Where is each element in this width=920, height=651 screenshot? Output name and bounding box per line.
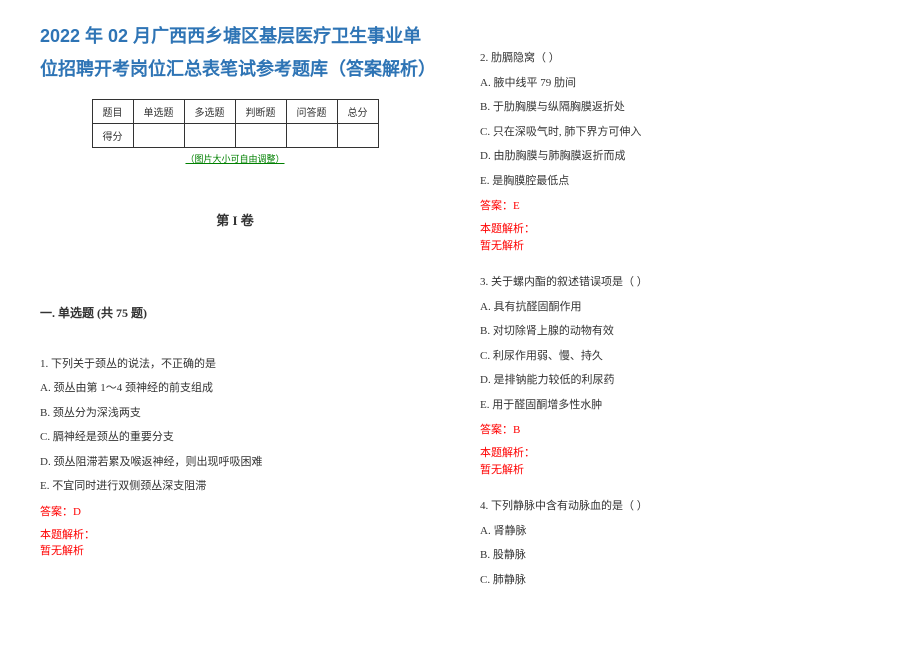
q3-opt-b: B. 对切除肾上腺的动物有效 <box>480 323 880 340</box>
q1-answer: 答案：D <box>40 503 430 519</box>
q3-opt-c: C. 利尿作用弱、慢、持久 <box>480 348 880 365</box>
th-multi: 多选题 <box>184 99 235 123</box>
score-table: 题目 单选题 多选题 判断题 问答题 总分 得分 <box>92 99 379 148</box>
th-single: 单选题 <box>133 99 184 123</box>
q3-opt-a: A. 具有抗醛固酮作用 <box>480 299 880 316</box>
q3-explain-label: 本题解析： <box>480 445 880 462</box>
q4-opt-c: C. 肺静脉 <box>480 572 880 589</box>
th-judge: 判断题 <box>235 99 286 123</box>
td-empty <box>286 123 337 147</box>
q3-explain-body: 暂无解析 <box>480 462 880 479</box>
q2-opt-e: E. 是胸膜腔最低点 <box>480 173 880 190</box>
q3-answer: 答案：B <box>480 421 880 437</box>
q2-opt-b: B. 于肋胸膜与纵隔胸膜返折处 <box>480 99 880 116</box>
q1-explain-body: 暂无解析 <box>40 543 430 560</box>
question-3: 3. 关于螺内酯的叙述错误项是（ ） A. 具有抗醛固酮作用 B. 对切除肾上腺… <box>480 274 880 478</box>
q3-opt-e: E. 用于醛固酮增多性水肿 <box>480 397 880 414</box>
left-column: 2022 年 02 月广西西乡塘区基层医疗卫生事业单位招聘开考岗位汇总表笔试参考… <box>0 0 460 651</box>
q2-explain-label: 本题解析： <box>480 221 880 238</box>
q1-explain-label: 本题解析： <box>40 527 430 544</box>
q2-opt-a: A. 腋中线平 79 肋间 <box>480 75 880 92</box>
td-empty <box>235 123 286 147</box>
th-item: 题目 <box>92 99 133 123</box>
th-qa: 问答题 <box>286 99 337 123</box>
q4-stem: 4. 下列静脉中含有动脉血的是（ ） <box>480 498 880 515</box>
q2-explain-body: 暂无解析 <box>480 238 880 255</box>
q2-opt-c: C. 只在深吸气时, 肺下界方可伸入 <box>480 124 880 141</box>
table-row: 得分 <box>92 123 378 147</box>
td-empty <box>337 123 378 147</box>
section-heading: 一. 单选题 (共 75 题) <box>40 304 430 321</box>
q1-opt-a: A. 颈丛由第 1～4 颈神经的前支组成 <box>40 380 430 397</box>
q1-opt-b: B. 颈丛分为深浅两支 <box>40 405 430 422</box>
question-2: 2. 肋膈隐窝（ ） A. 腋中线平 79 肋间 B. 于肋胸膜与纵隔胸膜返折处… <box>480 50 880 254</box>
q2-answer: 答案：E <box>480 197 880 213</box>
q1-opt-e: E. 不宜同时进行双侧颈丛深支阻滞 <box>40 478 430 495</box>
td-score-label: 得分 <box>92 123 133 147</box>
td-empty <box>133 123 184 147</box>
td-empty <box>184 123 235 147</box>
q1-opt-d: D. 颈丛阻滞若累及喉返神经，则出现呼吸困难 <box>40 454 430 471</box>
volume-heading: 第 I 卷 <box>40 210 430 229</box>
q4-opt-a: A. 肾静脉 <box>480 523 880 540</box>
doc-title: 2022 年 02 月广西西乡塘区基层医疗卫生事业单位招聘开考岗位汇总表笔试参考… <box>40 20 430 87</box>
table-row: 题目 单选题 多选题 判断题 问答题 总分 <box>92 99 378 123</box>
q1-opt-c: C. 膈神经是颈丛的重要分支 <box>40 429 430 446</box>
th-total: 总分 <box>337 99 378 123</box>
q4-opt-b: B. 股静脉 <box>480 547 880 564</box>
question-1: 1. 下列关于颈丛的说法，不正确的是 A. 颈丛由第 1～4 颈神经的前支组成 … <box>40 356 430 560</box>
q3-stem: 3. 关于螺内酯的叙述错误项是（ ） <box>480 274 880 291</box>
q3-opt-d: D. 是排钠能力较低的利尿药 <box>480 372 880 389</box>
q2-opt-d: D. 由肋胸膜与肺胸膜返折而成 <box>480 148 880 165</box>
q1-stem: 1. 下列关于颈丛的说法，不正确的是 <box>40 356 430 373</box>
resize-hint: （图片大小可自由调整） <box>40 152 430 165</box>
page-root: 2022 年 02 月广西西乡塘区基层医疗卫生事业单位招聘开考岗位汇总表笔试参考… <box>0 0 920 651</box>
question-4: 4. 下列静脉中含有动脉血的是（ ） A. 肾静脉 B. 股静脉 C. 肺静脉 <box>480 498 880 588</box>
right-column: 2. 肋膈隐窝（ ） A. 腋中线平 79 肋间 B. 于肋胸膜与纵隔胸膜返折处… <box>460 0 920 651</box>
q2-stem: 2. 肋膈隐窝（ ） <box>480 50 880 67</box>
